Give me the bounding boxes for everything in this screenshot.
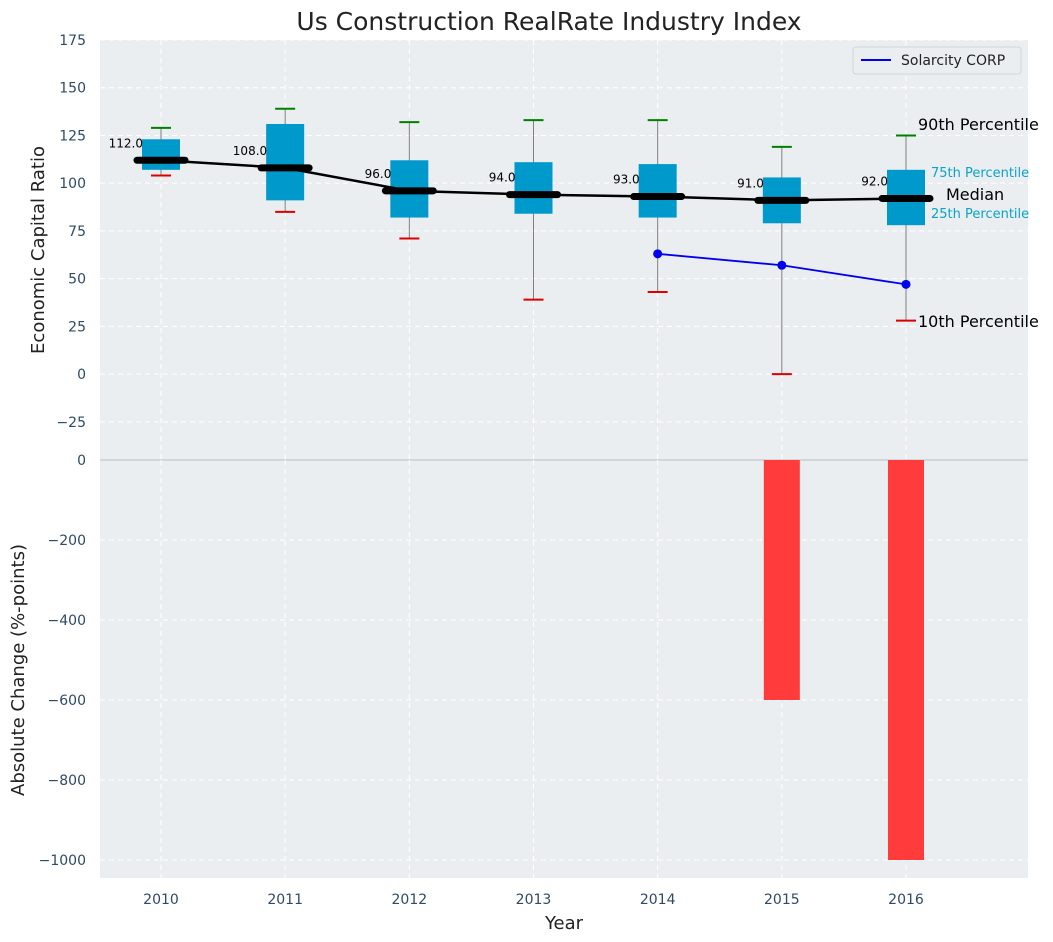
x-axis-label: Year: [544, 913, 584, 934]
median-value-label: 112.0: [109, 136, 143, 150]
top-y-axis-label: Economic Capital Ratio: [28, 146, 49, 354]
bottom-y-axis-label: Absolute Change (%-points): [8, 544, 29, 796]
bottom-y-tick: −600: [48, 693, 86, 709]
median-value-label: 96.0: [365, 167, 392, 181]
median-trend: [133, 156, 934, 204]
top-y-tick: 125: [59, 128, 86, 144]
annotation-10th-percentile: 10th Percentile: [918, 312, 1039, 331]
company-point: [777, 260, 787, 270]
x-tick: 2015: [764, 892, 800, 908]
x-tick: 2011: [267, 892, 303, 908]
median-value-label: 94.0: [489, 171, 516, 185]
company-point: [653, 249, 663, 259]
top-y-tick: 150: [59, 81, 86, 97]
median-value-labels: 112.0 108.0 96.0 94.0 93.0 91.0 92.0: [109, 136, 888, 190]
legend-label: Solarcity CORP: [901, 53, 1005, 69]
iqr-box: [514, 162, 553, 214]
x-tick: 2012: [392, 892, 428, 908]
top-y-tick: 75: [68, 224, 86, 240]
annotation-90th-percentile: 90th Percentile: [918, 115, 1039, 134]
change-bar: [888, 460, 924, 860]
top-panel-background: [100, 40, 1028, 460]
x-tick-labels: 2010 2011 2012 2013 2014 2015 2016: [143, 892, 924, 908]
iqr-box: [142, 139, 180, 170]
iqr-box: [638, 164, 677, 218]
bottom-y-tick: −1000: [39, 853, 86, 869]
top-y-tick: 50: [68, 272, 86, 288]
change-bars: [763, 460, 924, 860]
legend-frame: [852, 46, 1022, 75]
iqr-box: [266, 124, 305, 201]
x-tick: 2010: [143, 892, 179, 908]
change-bar: [763, 460, 800, 700]
median-value-label: 93.0: [613, 173, 640, 187]
chart-title: Us Construction RealRate Industry Index: [296, 7, 801, 36]
bottom-y-tick: −200: [48, 533, 86, 549]
company-series: [653, 249, 911, 289]
top-y-tick: 25: [68, 319, 86, 335]
top-y-tick: 0: [77, 367, 86, 383]
bottom-y-tick: 0: [77, 453, 86, 469]
legend: Solarcity CORP: [852, 46, 1022, 75]
top-y-tick: 175: [59, 33, 86, 49]
top-y-tick: −25: [56, 415, 86, 431]
bottom-y-tick: −400: [48, 613, 86, 629]
x-tick: 2013: [516, 892, 552, 908]
top-y-tick-labels: −25 0 25 50 75 100 125 150 175: [56, 33, 86, 431]
x-tick: 2016: [888, 892, 924, 908]
annotation-25th-percentile: 25th Percentile: [931, 207, 1029, 222]
top-y-tick: 100: [59, 176, 86, 192]
company-point: [901, 279, 911, 289]
bottom-panel-background: [100, 460, 1028, 878]
median-value-label: 92.0: [861, 174, 888, 188]
x-tick: 2014: [640, 892, 676, 908]
bottom-y-tick: −800: [48, 773, 86, 789]
annotation-median: Median: [946, 185, 1004, 204]
bottom-y-tick-labels: −1000 −800 −600 −400 −200 0: [39, 453, 86, 869]
annotation-75th-percentile: 75th Percentile: [931, 166, 1029, 181]
median-value-label: 108.0: [233, 144, 267, 158]
median-value-label: 91.0: [737, 176, 764, 190]
